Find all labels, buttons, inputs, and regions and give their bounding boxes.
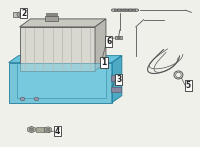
Polygon shape [29, 128, 34, 131]
Circle shape [20, 97, 25, 101]
Polygon shape [28, 126, 35, 133]
Text: 4: 4 [55, 127, 60, 136]
Bar [44, 127, 49, 132]
Circle shape [19, 13, 22, 16]
Text: 5: 5 [186, 81, 191, 90]
Circle shape [117, 36, 120, 39]
Bar [17, 63, 106, 98]
Polygon shape [9, 56, 122, 63]
Bar [46, 13, 57, 16]
Bar [36, 127, 44, 132]
Circle shape [34, 97, 39, 101]
Text: 1: 1 [101, 58, 107, 67]
Bar [9, 63, 112, 103]
Text: 6: 6 [106, 37, 112, 46]
Bar [13, 12, 21, 17]
Bar [111, 75, 121, 81]
Bar [45, 16, 58, 21]
Bar [20, 27, 95, 71]
Polygon shape [95, 19, 106, 71]
Polygon shape [112, 56, 122, 103]
Polygon shape [20, 19, 106, 27]
Circle shape [46, 128, 50, 131]
Bar [115, 36, 122, 39]
Bar [111, 87, 121, 92]
Circle shape [45, 127, 52, 132]
Circle shape [17, 12, 24, 17]
Text: 3: 3 [116, 75, 121, 84]
Text: 2: 2 [21, 9, 26, 18]
